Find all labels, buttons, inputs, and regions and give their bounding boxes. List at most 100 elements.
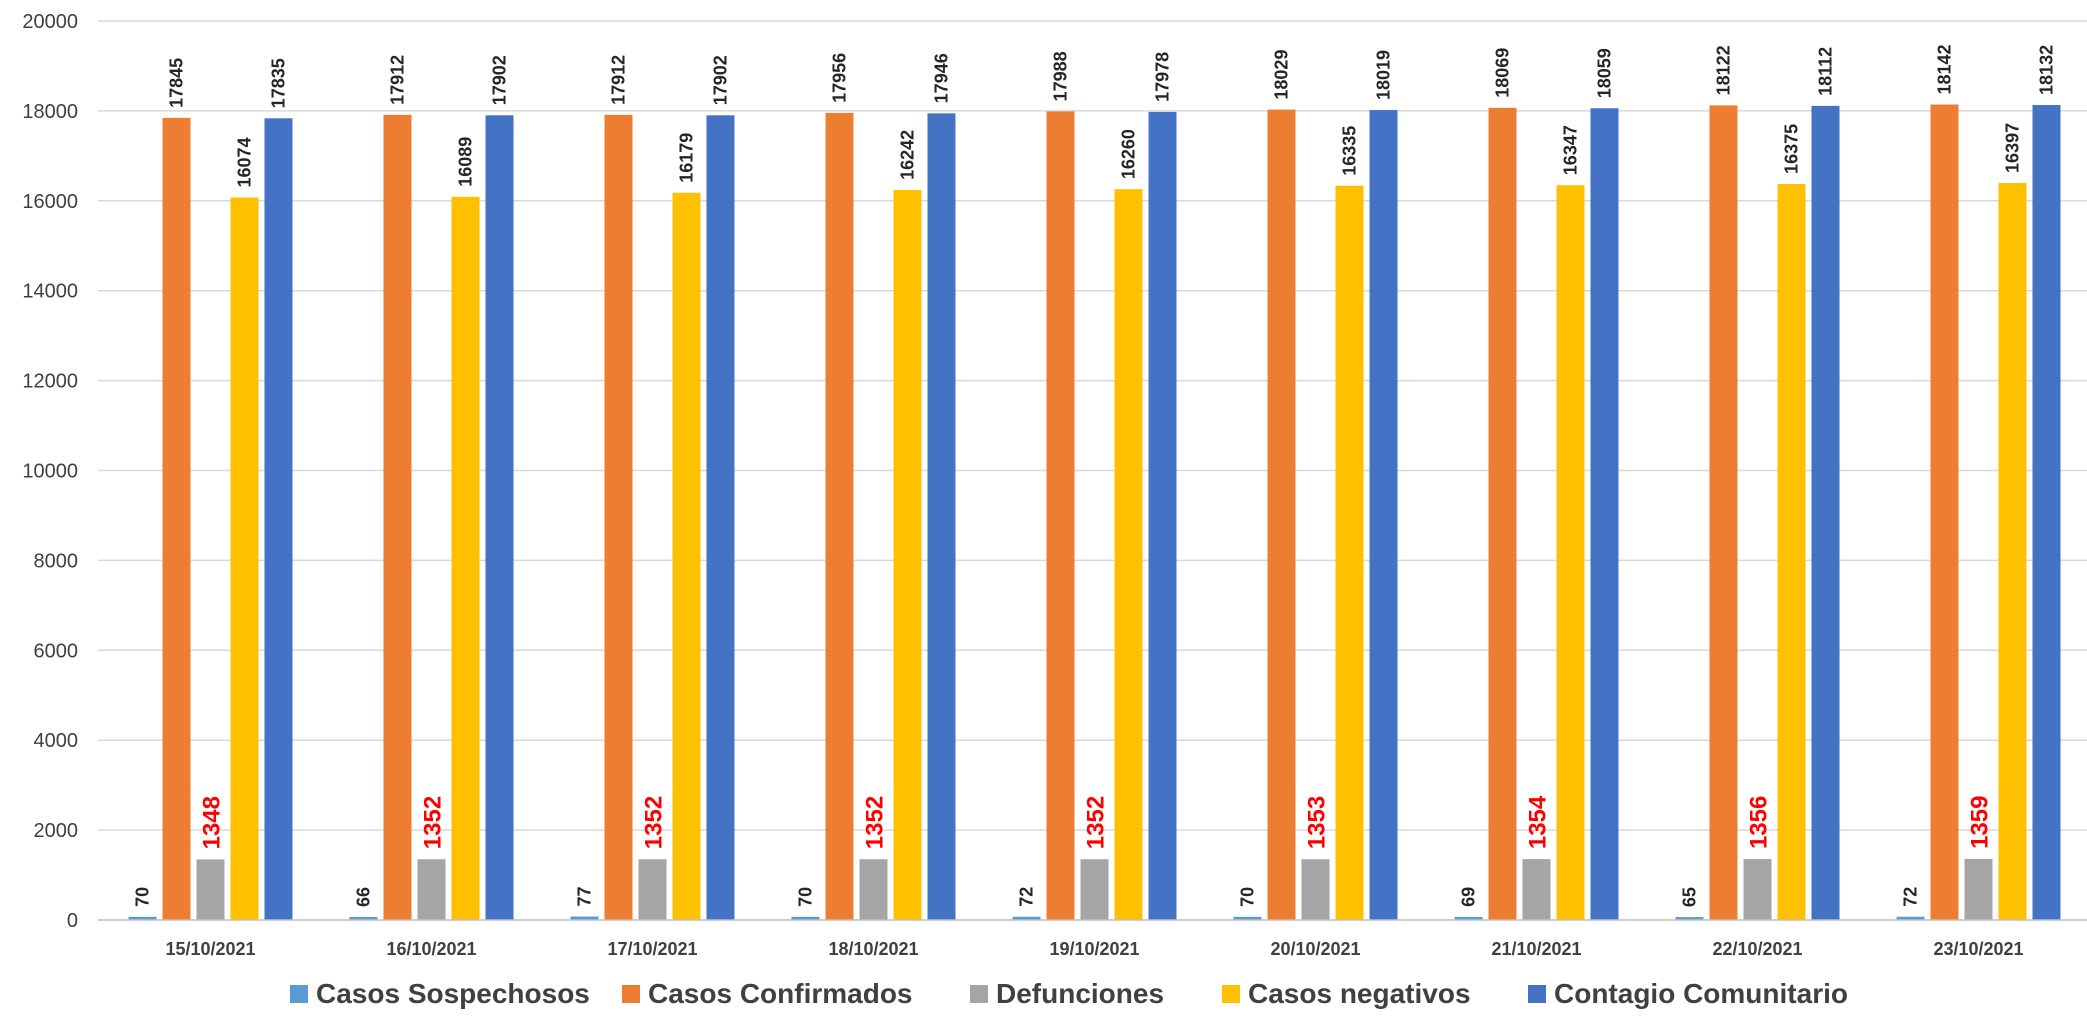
y-tick-label: 10000 [22, 461, 78, 483]
bar [570, 916, 599, 920]
bar [162, 117, 191, 920]
bar [604, 114, 633, 921]
bar [196, 859, 225, 920]
legend: Casos Sospechosos Casos Confirmados Defunc… [290, 978, 1848, 1009]
data-label: 17845 [167, 58, 187, 108]
bar [927, 113, 956, 921]
data-label: 72 [1017, 887, 1037, 907]
bar [1590, 108, 1619, 921]
data-label: 18069 [1493, 48, 1513, 98]
bar [638, 859, 667, 920]
data-label: 18019 [1374, 50, 1394, 100]
bar [1522, 859, 1551, 920]
data-label: 16242 [898, 130, 918, 180]
data-label: 77 [575, 887, 595, 907]
y-tick-label: 14000 [22, 281, 78, 303]
y-tick-label: 0 [67, 910, 78, 932]
x-tick-label: 21/10/2021 [1491, 939, 1581, 959]
legend-swatch [622, 985, 640, 1003]
data-label: 18059 [1595, 48, 1615, 98]
data-label: 18122 [1714, 45, 1734, 95]
data-label: 17835 [269, 58, 289, 108]
bar [1114, 189, 1143, 920]
data-label: 17956 [830, 53, 850, 103]
bar [1369, 110, 1398, 920]
x-tick-label: 19/10/2021 [1049, 939, 1139, 959]
bar [893, 189, 922, 920]
y-tick-label: 8000 [34, 550, 79, 572]
bar [1301, 859, 1330, 920]
data-label: 1359 [1967, 796, 1994, 849]
legend-swatch [1222, 985, 1240, 1003]
data-label: 16260 [1119, 129, 1139, 179]
bar [825, 112, 854, 920]
data-label: 16347 [1561, 125, 1581, 175]
bar [791, 916, 820, 920]
data-label: 70 [133, 887, 153, 907]
y-tick-label: 18000 [22, 101, 78, 123]
x-tick-label: 17/10/2021 [607, 939, 697, 959]
data-label: 70 [1238, 887, 1258, 907]
bar [264, 118, 293, 920]
data-label: 66 [354, 887, 374, 907]
legend-label: Casos negativos [1248, 978, 1471, 1009]
x-tick-label: 22/10/2021 [1712, 939, 1802, 959]
legend-swatch [290, 985, 308, 1003]
data-label: 1356 [1746, 796, 1773, 849]
legend-label: Casos Sospechosos [316, 978, 590, 1009]
bar [1964, 858, 1993, 920]
data-label: 17912 [388, 55, 408, 105]
bar [1777, 183, 1806, 921]
y-tick-label: 20000 [22, 11, 78, 33]
bar [128, 916, 157, 920]
bar [859, 859, 888, 920]
bar [451, 196, 480, 921]
legend-swatch [1528, 985, 1546, 1003]
y-axis: 0 2000 4000 6000 8000 10000 12000 14000 16000 180… [22, 11, 78, 932]
x-tick-label: 15/10/2021 [165, 939, 255, 959]
y-tick-label: 12000 [22, 371, 78, 393]
bar [1148, 111, 1177, 920]
legend-label: Defunciones [996, 978, 1164, 1009]
bar [1675, 917, 1704, 920]
data-label: 17902 [711, 55, 731, 105]
data-label: 1352 [862, 796, 889, 849]
bar [1233, 916, 1262, 920]
data-label: 17978 [1153, 52, 1173, 102]
data-label: 16179 [677, 133, 697, 183]
data-label: 17912 [609, 55, 629, 105]
bar [417, 859, 446, 920]
data-labels: 70 17845 1348 16074 17835 66 17912 1352 16089 179… [133, 44, 2057, 907]
data-label: 16089 [456, 137, 476, 187]
data-label: 18029 [1272, 50, 1292, 100]
legend-label: Contagio Comunitario [1554, 978, 1848, 1009]
bar [1080, 859, 1109, 920]
bar [1930, 104, 1959, 921]
bar [349, 917, 378, 920]
y-tick-label: 6000 [34, 640, 79, 662]
bar [1454, 916, 1483, 920]
data-label: 18132 [2037, 45, 2057, 95]
data-label: 72 [1901, 887, 1921, 907]
data-label: 1352 [420, 796, 447, 849]
data-label: 17902 [490, 55, 510, 105]
data-label: 16074 [235, 137, 255, 187]
data-label: 18112 [1816, 47, 1836, 96]
legend-swatch [970, 985, 988, 1003]
bar [1335, 185, 1364, 920]
x-tick-label: 16/10/2021 [386, 939, 476, 959]
bar [1556, 185, 1585, 921]
bar [1046, 111, 1075, 921]
y-tick-label: 16000 [22, 191, 78, 213]
bar [1488, 107, 1517, 920]
data-label: 70 [796, 887, 816, 907]
x-axis: 15/10/2021 16/10/2021 17/10/2021 18/10/2021… [98, 919, 2087, 959]
x-tick-label: 18/10/2021 [828, 939, 918, 959]
data-label: 1348 [199, 796, 226, 849]
bar [1709, 105, 1738, 921]
bar [485, 115, 514, 920]
bar [1998, 182, 2027, 921]
bar [230, 197, 259, 920]
data-label: 1352 [1083, 796, 1110, 849]
bar [1811, 105, 1840, 920]
